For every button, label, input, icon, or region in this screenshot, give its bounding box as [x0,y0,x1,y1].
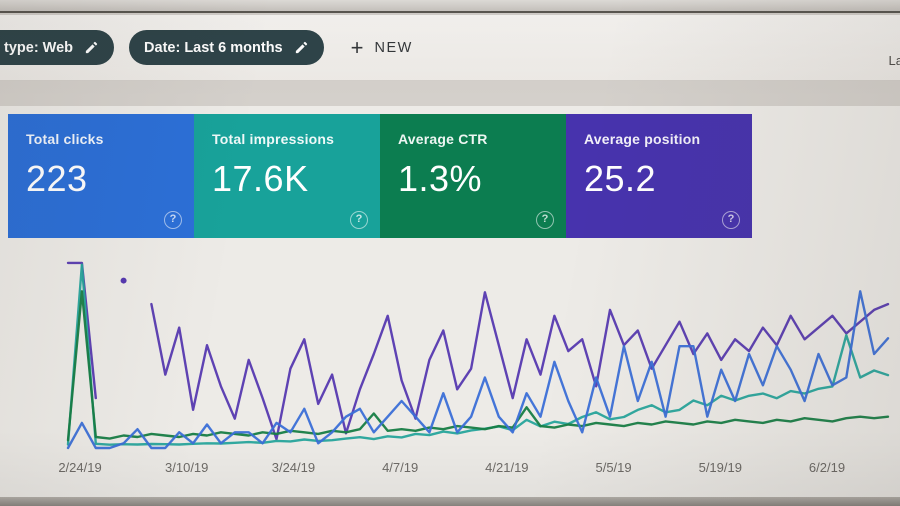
total-impressions-card[interactable]: Total impressions 17.6K ? [194,114,380,238]
monitor-bezel-top [0,0,900,13]
new-filter-button[interactable]: + NEW [350,34,413,60]
x-tick-label: 3/24/19 [271,460,316,475]
search-type-chip-label: type: Web [4,39,74,56]
x-tick-label: 4/21/19 [485,460,529,475]
edit-pencil-icon[interactable] [84,40,99,55]
total-clicks-card[interactable]: Total clicks 223 ? [8,114,194,238]
card-value: 25.2 [584,158,657,199]
x-tick-label: 3/10/19 [165,460,209,475]
search-type-filter-chip[interactable]: type: Web [0,30,115,65]
card-value: 223 [26,158,88,199]
filter-toolbar: type: Web Date: Last 6 months + NEW La [0,15,900,81]
series-position [66,261,890,441]
x-tick-label: 5/19/19 [698,460,742,475]
monitor-bezel-bottom [0,497,900,506]
card-value: 1.3% [398,158,483,199]
series-ctr [66,290,890,442]
card-label: Total clicks [26,131,104,147]
card-label: Average CTR [398,131,488,147]
date-chip-label: Date: Last 6 months [144,39,283,56]
clipped-top-right-text: La [888,53,900,68]
performance-line-chart[interactable] [0,244,900,494]
series-clicks [66,290,890,450]
help-icon[interactable]: ? [536,211,554,229]
x-tick-label: 5/5/19 [595,460,632,475]
x-tick-label: 2/24/19 [58,460,102,475]
help-icon[interactable]: ? [164,211,182,229]
metric-cards-row: Total clicks 223 ? Total impressions 17.… [8,114,752,238]
average-ctr-card[interactable]: Average CTR 1.3% ? [380,114,566,238]
performance-report-panel: Total clicks 223 ? Total impressions 17.… [0,106,900,497]
new-button-label: NEW [374,39,413,56]
help-icon[interactable]: ? [722,211,740,229]
help-icon[interactable]: ? [350,211,368,229]
chart-canvas [66,261,890,450]
x-tick-label: 6/2/19 [808,460,846,475]
card-label: Average position [584,131,701,147]
edit-pencil-icon[interactable] [294,40,309,55]
series-impressions [66,263,890,446]
x-tick-label: 4/7/19 [382,460,419,475]
plus-icon: + [350,34,364,60]
average-position-card[interactable]: Average position 25.2 ? [566,114,752,238]
chart-x-axis: 2/24/19 3/10/19 3/24/19 4/7/19 4/21/19 5/5/19… [0,460,900,480]
card-value: 17.6K [212,158,309,199]
date-filter-chip[interactable]: Date: Last 6 months [129,30,324,65]
card-label: Total impressions [212,131,335,147]
